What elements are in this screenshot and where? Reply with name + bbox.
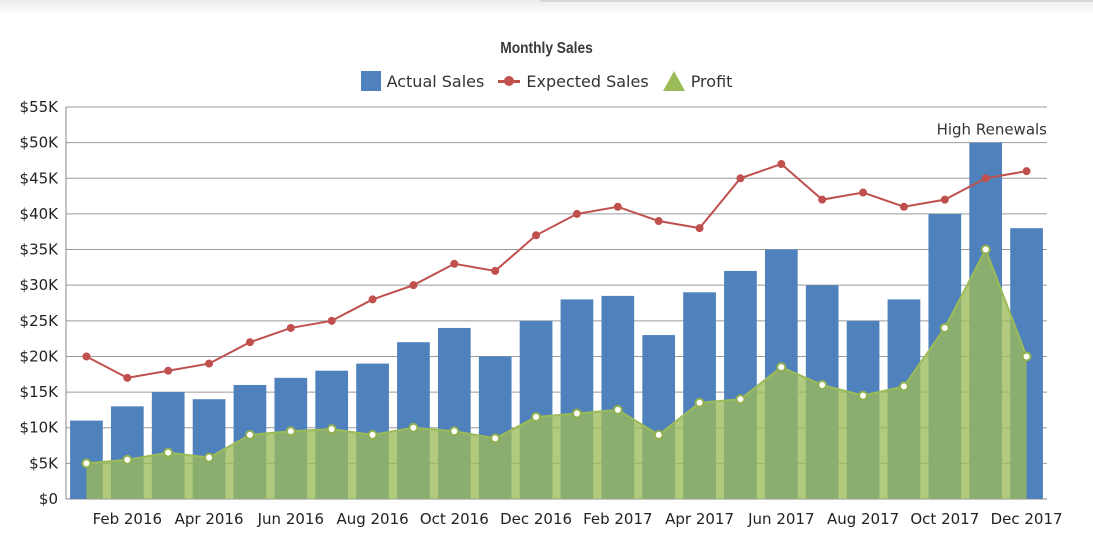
profit-point bbox=[858, 390, 869, 401]
profit-point bbox=[980, 244, 991, 255]
expected-sales-point bbox=[940, 195, 949, 204]
y-tick-label: $5K bbox=[29, 454, 59, 472]
expected-sales-point bbox=[532, 231, 541, 240]
profit-point bbox=[776, 362, 787, 373]
chart-title: Monthly Sales bbox=[500, 40, 593, 57]
x-tick-label: Oct 2017 bbox=[910, 510, 979, 528]
expected-sales-point bbox=[123, 373, 132, 382]
expected-sales-point bbox=[981, 174, 990, 183]
x-tick-label: Oct 2016 bbox=[420, 510, 489, 528]
expected-sales-line bbox=[85, 162, 1027, 379]
legend-item-actual-sales[interactable]: Actual Sales bbox=[360, 71, 485, 91]
profit-point bbox=[531, 412, 542, 423]
legend-swatch-expected-sales bbox=[498, 74, 521, 88]
legend-label-expected-sales: Expected Sales bbox=[526, 71, 649, 91]
annotation-label: High Renewals bbox=[937, 121, 1048, 139]
legend-label-actual-sales: Actual Sales bbox=[386, 71, 485, 91]
x-tick-label: Aug 2016 bbox=[336, 510, 408, 528]
expected-sales-point bbox=[736, 174, 745, 183]
y-tick-label: $55K bbox=[20, 98, 60, 116]
y-tick-label: $20K bbox=[20, 347, 60, 365]
y-tick-label: $25K bbox=[20, 312, 60, 330]
profit-point bbox=[244, 429, 255, 440]
profit-point bbox=[204, 452, 215, 463]
expected-sales-point bbox=[777, 160, 786, 169]
profit-point bbox=[571, 408, 582, 419]
x-tick-label: Dec 2017 bbox=[991, 510, 1063, 528]
legend-swatch-actual-sales bbox=[360, 71, 381, 91]
expected-sales-point bbox=[491, 266, 500, 275]
x-tick-label: Feb 2016 bbox=[93, 510, 163, 528]
profit-point bbox=[122, 454, 133, 465]
expected-sales-point bbox=[286, 323, 295, 332]
profit-point bbox=[163, 447, 174, 458]
y-tick-label: $10K bbox=[20, 419, 60, 437]
y-tick-label: $35K bbox=[20, 241, 60, 259]
expected-sales-point bbox=[450, 259, 459, 268]
x-tick-label: Jun 2016 bbox=[257, 510, 324, 528]
profit-point bbox=[898, 381, 909, 392]
x-tick-label: Dec 2016 bbox=[500, 510, 572, 528]
legend: Actual Sales Expected Sales Profit bbox=[0, 71, 1093, 91]
x-tick-label: Apr 2016 bbox=[175, 510, 244, 528]
legend-item-expected-sales[interactable]: Expected Sales bbox=[498, 71, 649, 91]
profit-point bbox=[612, 404, 623, 415]
legend-swatch-profit bbox=[662, 71, 685, 91]
expected-sales-point bbox=[82, 352, 91, 361]
profit-point bbox=[817, 379, 828, 390]
profit-point bbox=[1021, 351, 1032, 362]
profit-point bbox=[735, 394, 746, 405]
profit-point bbox=[939, 322, 950, 333]
x-tick-label: Jun 2017 bbox=[747, 510, 814, 528]
x-tick-label: Aug 2017 bbox=[827, 510, 899, 528]
expected-sales-point bbox=[1022, 167, 1031, 176]
expected-sales-point bbox=[368, 295, 377, 304]
expected-sales-point bbox=[613, 202, 622, 211]
profit-area bbox=[86, 249, 1027, 499]
expected-sales-point bbox=[409, 281, 418, 290]
profit-point bbox=[326, 424, 337, 435]
profit-point bbox=[490, 433, 501, 444]
expected-sales-point bbox=[205, 359, 214, 368]
y-tick-label: $0 bbox=[39, 490, 58, 508]
expected-sales-point bbox=[164, 366, 173, 375]
profit-point bbox=[408, 422, 419, 433]
x-tick-label: Feb 2017 bbox=[583, 510, 653, 528]
top-border bbox=[540, 0, 1093, 2]
legend-item-profit[interactable]: Profit bbox=[662, 71, 733, 91]
profit-point bbox=[285, 426, 296, 437]
expected-sales-point bbox=[695, 224, 704, 233]
top-shadow bbox=[0, 0, 1093, 14]
y-tick-label: $30K bbox=[20, 276, 60, 294]
y-tick-label: $45K bbox=[20, 169, 60, 187]
profit-point bbox=[653, 429, 664, 440]
y-tick-label: $15K bbox=[20, 383, 60, 401]
expected-sales-point bbox=[327, 316, 336, 325]
y-tick-label: $40K bbox=[20, 205, 60, 223]
expected-sales-point bbox=[899, 202, 908, 211]
expected-sales-point bbox=[654, 217, 663, 226]
expected-sales-point bbox=[245, 338, 254, 347]
expected-sales-point bbox=[859, 188, 868, 197]
legend-label-profit: Profit bbox=[690, 71, 733, 91]
profit-point bbox=[449, 426, 460, 437]
x-tick-label: Apr 2017 bbox=[665, 510, 734, 528]
expected-sales-point bbox=[818, 195, 827, 204]
profit-point bbox=[367, 429, 378, 440]
expected-sales-point bbox=[572, 209, 581, 218]
profit-point bbox=[81, 458, 92, 469]
profit-point bbox=[694, 397, 705, 408]
y-tick-label: $50K bbox=[20, 134, 60, 152]
profit-line bbox=[86, 247, 1028, 465]
